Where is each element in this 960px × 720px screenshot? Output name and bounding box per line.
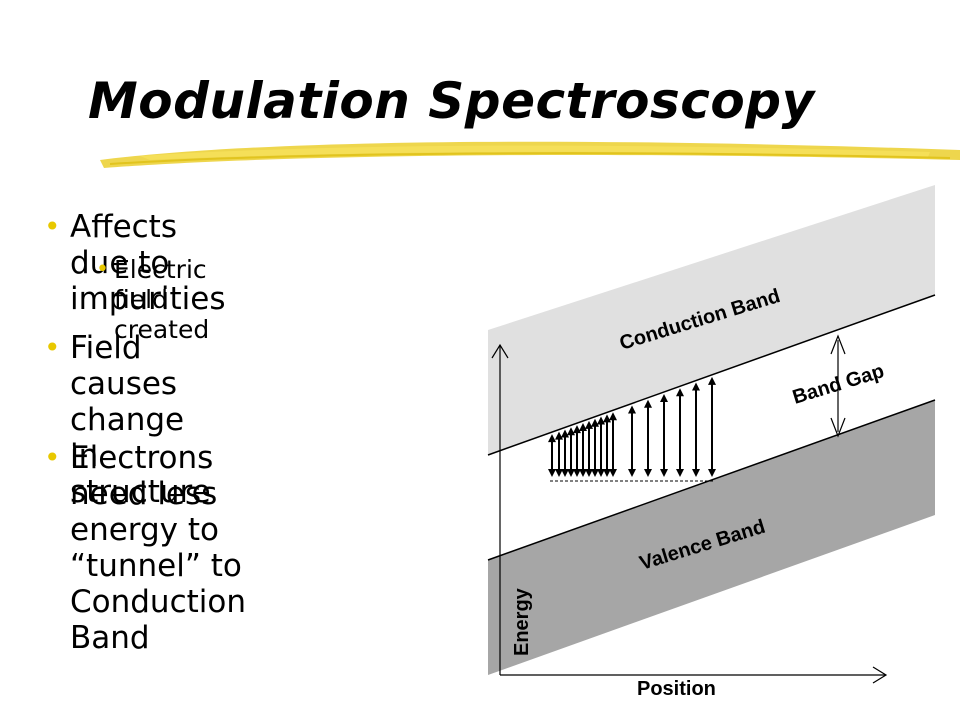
- conduction-band-edge: [487, 294, 936, 456]
- bullet-dot-icon: •: [96, 257, 109, 282]
- bullet-text: Electric field created: [114, 255, 210, 344]
- transition-arrowhead-up: [597, 416, 605, 425]
- transition-arrowhead-down: [573, 469, 581, 477]
- position-axis-label: Position: [637, 678, 716, 700]
- band-diagram: Conduction Band Band Gap Valence Band En…: [487, 185, 936, 700]
- energy-axis-arrowhead: [491, 343, 509, 359]
- transition-arrowhead-up: [660, 394, 668, 403]
- transition-arrowhead-down: [609, 469, 617, 477]
- band-gap-arrowhead-bottom: [830, 417, 846, 438]
- transition-arrowhead-up: [591, 418, 599, 427]
- conduction-band-region: [488, 185, 935, 455]
- bullet-text-line: structure: [70, 474, 211, 510]
- slide-title: Modulation Spectroscopy: [88, 72, 815, 130]
- transition-arrowhead-up: [567, 427, 575, 436]
- transition-arrowhead-up: [579, 422, 587, 431]
- valence-band-edge: [487, 399, 936, 561]
- bullet-field-change: • Field causes change in structure: [44, 330, 211, 510]
- transition-arrowhead-down: [597, 469, 605, 477]
- transition-arrowhead-up: [548, 434, 556, 443]
- transition-arrowhead-down: [591, 469, 599, 477]
- transition-arrowhead-down: [561, 469, 569, 477]
- transition-arrowhead-down: [548, 469, 556, 477]
- tunneling-transitions: [548, 376, 716, 477]
- bullet-dot-icon: •: [44, 331, 61, 364]
- bullet-dot-icon: •: [44, 441, 61, 474]
- bullet-text-line: energy to “tunnel” to: [70, 512, 242, 584]
- band-gap-arrowhead-top: [830, 334, 846, 355]
- transition-arrowhead-up: [644, 399, 652, 408]
- transition-arrowhead-down: [644, 469, 652, 477]
- transition-arrowhead-up: [628, 405, 636, 414]
- transition-arrowhead-up: [603, 414, 611, 423]
- transition-arrowhead-up: [708, 376, 716, 385]
- position-axis-arrowhead: [872, 666, 888, 684]
- energy-axis-label: Energy: [511, 587, 533, 656]
- bullet-text: Affects due to impurities: [70, 209, 226, 317]
- transition-arrowhead-down: [579, 469, 587, 477]
- transition-arrowhead-down: [660, 469, 668, 477]
- bullet-text-line: Electrons need less: [70, 440, 218, 512]
- transition-arrowhead-down: [603, 469, 611, 477]
- transition-arrowhead-up: [609, 412, 617, 421]
- transition-arrowhead-down: [628, 469, 636, 477]
- transition-arrowhead-up: [676, 388, 684, 397]
- title-underline-swoosh: [100, 141, 960, 168]
- transition-arrowhead-up: [573, 425, 581, 434]
- bullet-text-line: Conduction Band: [70, 584, 247, 656]
- transition-arrowhead-down: [567, 469, 575, 477]
- sub-bullet-electric-field: • Electric field created: [96, 255, 210, 345]
- bullet-impurities: • Affects due to impurities: [44, 209, 226, 317]
- transition-arrowhead-up: [561, 429, 569, 438]
- bullet-text-line: Field causes change in: [70, 330, 185, 474]
- valence-band-region: [488, 400, 935, 675]
- transition-arrowhead-up: [555, 431, 563, 440]
- transition-arrowhead-down: [708, 469, 716, 477]
- bullet-electrons-tunnel: • Electrons need less energy to “tunnel”…: [44, 440, 247, 656]
- transition-arrowhead-down: [585, 469, 593, 477]
- transition-arrowhead-down: [676, 469, 684, 477]
- transition-arrowhead-down: [555, 469, 563, 477]
- bullet-dot-icon: •: [44, 210, 61, 243]
- transition-arrowhead-up: [692, 382, 700, 391]
- transition-arrowhead-down: [692, 469, 700, 477]
- transition-arrowhead-up: [585, 420, 593, 429]
